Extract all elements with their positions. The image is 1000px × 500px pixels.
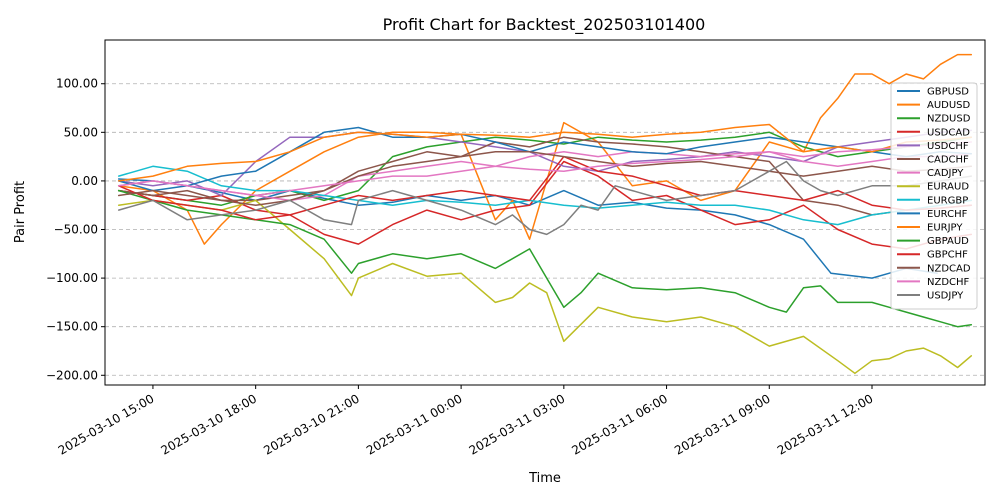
x-axis-ticks: 2025-03-10 15:00 2025-03-10 18:00 2025-03-…: [56, 385, 876, 458]
y-axis-label: Pair Profit: [13, 181, 28, 243]
series-line-nzdcad: [117, 151, 973, 206]
series-line-gbpchf: [117, 155, 973, 221]
legend-entry-eurjpy: EURJPY: [927, 223, 963, 234]
legend-entry-audusd: AUDUSD: [927, 100, 971, 111]
series-line-euraud: [117, 199, 973, 375]
chart-title: Profit Chart for Backtest_202503101400: [383, 15, 706, 35]
legend-entry-cadjpy: CADJPY: [927, 168, 964, 179]
x-tick-label: 2025-03-10 21:00: [261, 391, 362, 457]
x-tick-label: 2025-03-11 03:00: [467, 391, 568, 457]
series-line-usdjpy: [117, 160, 973, 236]
x-tick-label: 2025-03-11 12:00: [775, 391, 876, 457]
x-axis-label: Time: [528, 471, 561, 486]
series-line-cadchf: [117, 136, 973, 216]
legend: GBPUSD AUDUSD NZDUSD USDCAD USDCHF CADCHF CADJ…: [890, 82, 978, 310]
y-tick-label: −200.00: [46, 368, 98, 382]
legend-entry-usdchf: USDCHF: [927, 141, 969, 152]
legend-entry-nzdusd: NZDUSD: [927, 114, 971, 125]
legend-entry-euraud: EURAUD: [927, 182, 969, 193]
legend-entry-nzdchf: NZDCHF: [927, 277, 970, 288]
legend-entry-gbpaud: GBPAUD: [927, 236, 969, 247]
legend-entry-gbpchf: GBPCHF: [927, 250, 968, 261]
series-line-eurchf: [117, 126, 973, 192]
x-tick-label: 2025-03-11 00:00: [364, 391, 465, 457]
series-line-usdchf: [117, 129, 973, 197]
y-tick-label: −150.00: [46, 320, 98, 334]
series-line-gbpaud: [117, 189, 973, 328]
series-line-usdcad: [117, 160, 973, 250]
legend-entry-nzdcad: NZDCAD: [927, 263, 971, 274]
legend-box: [890, 82, 978, 310]
x-tick-label: 2025-03-10 15:00: [56, 391, 157, 457]
series-line-eurjpy: [117, 123, 973, 182]
legend-entry-usdcad: USDCAD: [927, 127, 970, 138]
series-line-eurgbp: [117, 165, 973, 226]
plot-frame: [104, 39, 986, 386]
y-axis-ticks: −200.00 −150.00 −100.00 −50.00 0.00 50.00 100.…: [46, 77, 105, 382]
legend-entry-cadchf: CADCHF: [927, 155, 969, 166]
y-tick-label: 100.00: [56, 77, 98, 91]
grid: [105, 83, 985, 376]
legend-entry-eurgbp: EURGBP: [927, 195, 968, 206]
legend-entry-usdjpy: USDJPY: [927, 291, 964, 302]
x-tick-label: 2025-03-11 09:00: [672, 391, 773, 457]
series-lines: [117, 53, 973, 375]
x-tick-label: 2025-03-10 18:00: [159, 391, 260, 457]
y-tick-label: −100.00: [46, 271, 98, 285]
y-tick-label: −50.00: [54, 223, 98, 237]
x-tick-label: 2025-03-11 06:00: [569, 391, 670, 457]
legend-entry-gbpusd: GBPUSD: [927, 87, 969, 98]
y-tick-label: 50.00: [64, 125, 98, 139]
y-tick-label: 0.00: [71, 174, 98, 188]
series-line-nzdchf: [117, 141, 973, 197]
series-line-audusd: [117, 53, 973, 245]
legend-entry-eurchf: EURCHF: [927, 209, 968, 220]
